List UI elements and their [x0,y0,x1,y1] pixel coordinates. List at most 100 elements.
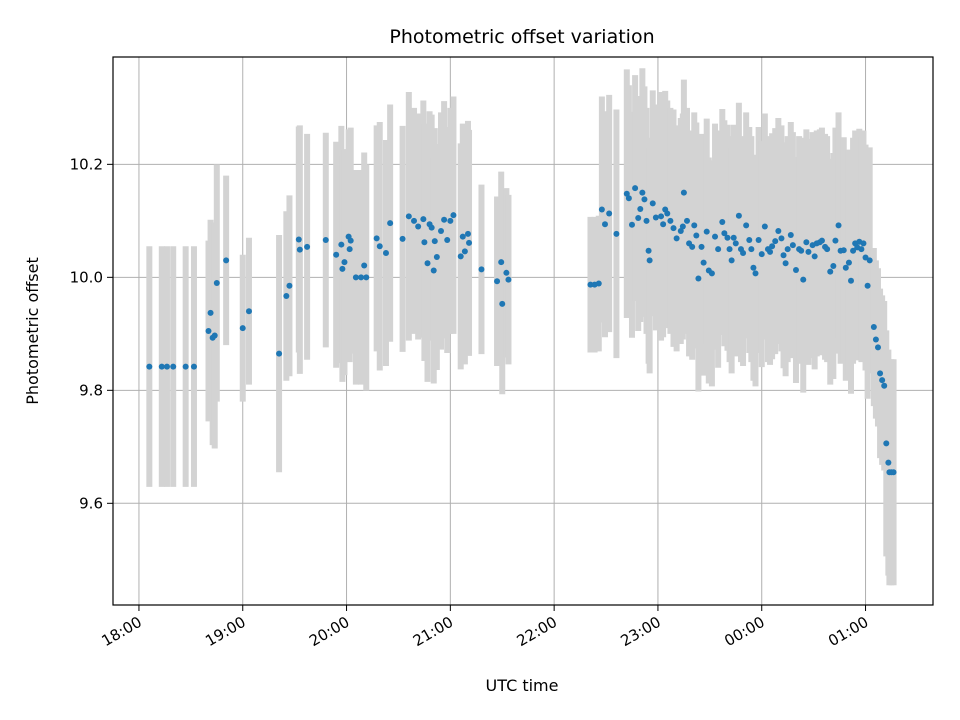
data-point [680,189,687,196]
data-point [637,205,644,212]
data-point [881,382,888,389]
data-point [146,363,153,370]
data-point [708,270,715,277]
data-point [691,222,698,229]
data-point [800,276,807,283]
data-point [623,190,630,197]
data-point [740,250,747,257]
data-point [494,278,501,285]
data-point [840,247,847,254]
data-point [613,230,620,237]
x-axis: 18:00 19:00 20:00 21:00 22:00 23:00 00:00 01:00 [99,605,872,650]
data-point [498,259,505,266]
data-point [382,250,389,257]
data-point [295,236,302,243]
data-point [767,248,774,255]
data-point [735,212,742,219]
data-point [748,246,755,253]
data-point [646,257,653,264]
data-point [163,363,170,370]
data-point [758,251,765,258]
data-point [689,243,696,250]
data-point [728,257,735,264]
data-point [850,247,857,254]
data-point [190,363,197,370]
data-point [213,279,220,286]
data-point [645,247,652,254]
data-point [643,217,650,224]
data-point [352,274,359,281]
data-point [803,239,810,246]
data-point [719,218,726,225]
data-point [721,230,728,237]
data-point [433,253,440,260]
y-axis: 9.6 9.8 10.0 10.2 [70,155,113,512]
data-point [211,332,218,339]
data-point [158,363,165,370]
data-point [811,253,818,260]
data-point [441,216,448,223]
data-point [835,222,842,229]
data-point [322,237,329,244]
data-point [679,223,686,230]
data-point [652,214,659,221]
data-point [182,363,189,370]
data-point [387,220,394,227]
x-tick-label: 23:00 [617,613,663,650]
data-point [641,196,648,203]
data-point [769,243,776,250]
data-point [664,210,671,217]
data-point [730,234,737,241]
data-point [424,260,431,267]
data-point [784,246,791,253]
data-point [798,247,805,254]
data-point [399,235,406,242]
data-point [361,262,368,269]
data-point [743,222,750,229]
plot-frame [112,56,934,606]
y-tick-label: 9.8 [79,381,103,399]
data-point [450,212,457,219]
data-point [792,266,799,273]
data-point [421,239,428,246]
y-tick-label: 10.0 [70,268,103,286]
data-point [598,206,605,213]
data-point [858,246,865,253]
data-point [712,233,719,240]
data-point [746,237,753,244]
data-point [464,230,471,237]
data-point [761,223,768,230]
data-point [602,221,608,228]
y-tick-label: 9.6 [79,494,103,512]
data-point [428,224,435,231]
data-point [860,240,867,247]
data-point [333,251,340,258]
data-point [415,223,422,230]
data-point [595,280,602,287]
data-point [457,253,464,260]
data-point [885,459,892,466]
data-point [363,274,370,281]
data-point [827,268,834,275]
data-point [505,276,512,283]
data-point [782,260,789,267]
data-point [703,228,710,235]
data-point [883,440,890,447]
data-point [778,235,785,242]
data-points [146,185,897,476]
data-point [755,237,762,244]
data-point [625,195,632,202]
data-point [358,274,365,281]
data-point [877,370,884,377]
data-point [447,217,454,224]
data-point [864,282,871,289]
data-point [677,228,684,235]
data-point [700,259,707,266]
data-point [673,235,680,242]
data-point [405,213,412,220]
data-point [503,269,510,276]
data-point [338,241,345,248]
data-point [376,243,383,250]
data-point [726,246,733,253]
data-point [438,228,444,235]
